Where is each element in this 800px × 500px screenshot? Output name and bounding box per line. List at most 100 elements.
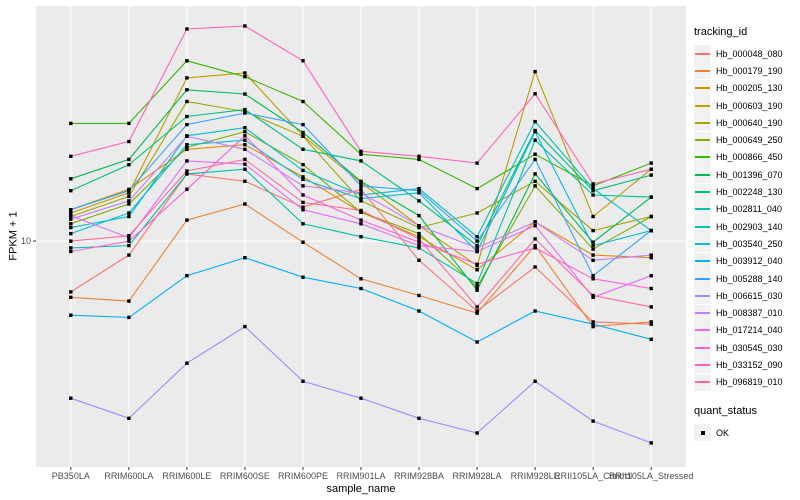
data-point: [301, 147, 305, 151]
data-point: [243, 92, 247, 96]
data-point: [127, 239, 131, 243]
data-point: [533, 138, 537, 142]
data-point: [243, 134, 247, 138]
data-point: [69, 222, 73, 226]
data-point: [591, 228, 595, 233]
legend-item: Hb_005288_140: [694, 270, 798, 287]
legend-item: Hb_033152_090: [694, 356, 798, 374]
legend-item: Hb_002811_040: [694, 200, 798, 218]
data-point: [301, 168, 305, 173]
data-point: [127, 121, 131, 126]
data-point: [243, 126, 247, 130]
data-point: [185, 159, 189, 163]
data-point: [301, 177, 305, 182]
data-point: [591, 186, 595, 191]
data-point: [533, 243, 537, 248]
legend-key-line-icon: [694, 218, 711, 236]
data-point: [533, 309, 537, 313]
data-point: [185, 361, 189, 365]
data-point: [359, 396, 363, 400]
data-point: [127, 189, 131, 193]
data-point: [185, 88, 189, 92]
data-point: [243, 157, 247, 162]
legend-key-point-icon: [694, 424, 711, 442]
legend-item: Hb_000640_190: [694, 114, 798, 132]
data-point: [417, 191, 421, 195]
data-point: [533, 152, 537, 156]
legend-item-label: Hb_017214_040: [716, 325, 783, 336]
data-point: [649, 286, 653, 291]
legend-key-line-icon: [694, 252, 711, 270]
legend-item: Hb_008387_010: [694, 304, 798, 322]
data-point: [243, 147, 247, 151]
data-point: [243, 167, 247, 171]
data-point: [475, 268, 479, 272]
data-point: [475, 243, 479, 248]
data-point: [591, 214, 595, 219]
legend-item: Hb_000603_190: [694, 97, 798, 115]
data-point: [649, 195, 653, 199]
data-point: [127, 253, 131, 257]
x-tick-label: RRIM928BA: [394, 471, 444, 481]
data-point: [359, 196, 363, 201]
data-point: [591, 243, 595, 248]
data-point: [475, 262, 479, 266]
data-point: [533, 119, 537, 124]
data-point: [475, 288, 479, 292]
data-point: [69, 295, 73, 299]
data-point: [127, 243, 131, 248]
data-point: [591, 247, 595, 251]
y-tick-label: 10: [21, 236, 31, 246]
x-tick-label: RRIM600LA: [104, 471, 153, 481]
data-point: [127, 299, 131, 303]
legend-item-label: Hb_001396_070: [716, 169, 783, 180]
data-point: [533, 157, 537, 162]
legend-item-label: Hb_000603_190: [716, 100, 783, 111]
data-point: [243, 111, 247, 115]
data-point: [359, 193, 363, 197]
data-point: [185, 27, 189, 31]
data-point: [475, 235, 479, 239]
data-point: [649, 161, 653, 165]
legend-item-label: Hb_002903_140: [716, 221, 783, 232]
data-point: [301, 134, 305, 138]
legend-key-line-icon: [694, 339, 711, 357]
data-point: [301, 122, 305, 127]
data-point: [649, 256, 653, 260]
data-point: [475, 340, 479, 344]
data-point: [475, 246, 479, 250]
data-point: [127, 211, 131, 215]
data-point: [185, 172, 189, 176]
data-point: [185, 99, 189, 104]
data-point: [301, 59, 305, 63]
data-point: [591, 253, 595, 257]
data-point: [359, 277, 363, 281]
data-point: [591, 258, 595, 262]
x-tick-label: RRII105LA_Stressed: [609, 471, 694, 481]
data-point: [533, 224, 537, 228]
data-point: [359, 149, 363, 153]
y-axis-title: FPKM + 1: [7, 211, 20, 261]
data-point: [591, 320, 595, 324]
data-point: [649, 214, 653, 219]
data-point: [591, 322, 595, 326]
data-point: [475, 161, 479, 165]
data-point: [475, 186, 479, 191]
data-point: [591, 277, 595, 281]
data-point: [649, 320, 653, 324]
data-point: [185, 147, 189, 151]
legend-item-label: Hb_002248_130: [716, 187, 783, 198]
data-point: [359, 179, 363, 183]
legend-key-line-icon: [694, 183, 711, 201]
data-point: [591, 184, 595, 188]
data-point: [533, 379, 537, 383]
data-point: [359, 187, 363, 191]
legend-key-line-icon: [694, 321, 711, 339]
data-point: [301, 208, 305, 212]
data-point: [185, 114, 189, 119]
data-point: [417, 224, 421, 228]
data-point: [301, 193, 305, 197]
legend-item: Hb_000179_190: [694, 62, 798, 80]
legend-key-line-icon: [694, 62, 711, 80]
